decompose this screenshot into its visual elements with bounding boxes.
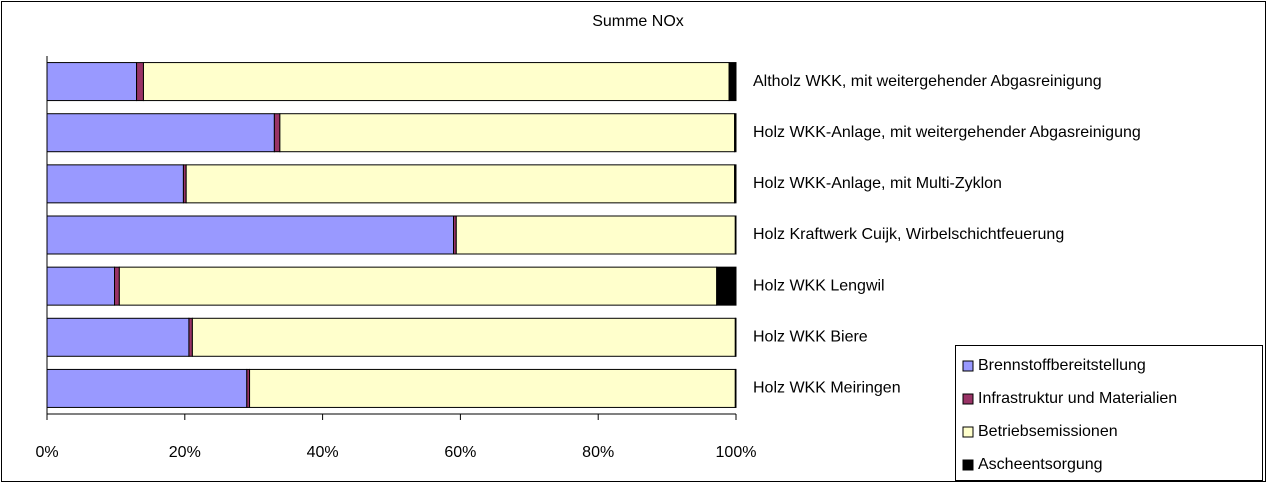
bar-segment	[734, 215, 737, 255]
x-tick-label: 40%	[307, 444, 339, 461]
legend-swatch	[962, 459, 974, 471]
bar-segment	[734, 368, 737, 408]
bar-segment	[46, 164, 184, 204]
bar-segment	[279, 113, 736, 153]
bar-segment	[273, 113, 281, 153]
legend-label: Infrastruktur und Materialien	[978, 390, 1177, 407]
bar-segment	[728, 62, 737, 102]
bar-segment	[455, 215, 736, 255]
category-label: Holz Kraftwerk Cuijk, Wirbelschichtfeuer…	[753, 226, 1064, 243]
category-label: Holz WKK Biere	[753, 329, 868, 346]
bar-segment	[734, 317, 737, 357]
legend-swatch	[962, 360, 974, 372]
legend-swatch	[962, 393, 974, 405]
bar-segment	[188, 317, 193, 357]
category-label: Holz WKK Lengwil	[753, 277, 885, 294]
x-tick-label: 0%	[35, 444, 58, 461]
bar-segment	[185, 164, 736, 204]
category-label: Holz WKK-Anlage, mit weitergehender Abga…	[753, 124, 1141, 141]
bar-segment	[136, 62, 144, 102]
bar-segment	[46, 368, 248, 408]
x-tick-label: 80%	[582, 444, 614, 461]
category-label: Holz WKK-Anlage, mit Multi-Zyklon	[753, 175, 1002, 192]
category-label: Altholz WKK, mit weitergehender Abgasrei…	[753, 73, 1102, 90]
bar-segment	[734, 113, 737, 153]
bar-segment	[46, 62, 138, 102]
legend-swatch	[962, 426, 974, 438]
bar-segment	[716, 266, 737, 306]
bar-segment	[191, 317, 736, 357]
legend-label: Brennstoffbereitstellung	[978, 357, 1146, 374]
x-tick-label: 20%	[169, 444, 201, 461]
bar-segment	[249, 368, 736, 408]
legend-label: Betriebsemissionen	[978, 423, 1118, 440]
x-tick-label: 100%	[716, 444, 757, 461]
bar-segment	[142, 62, 730, 102]
legend-box	[955, 345, 1263, 481]
legend-label: Ascheentsorgung	[978, 456, 1103, 473]
bar-segment	[46, 113, 275, 153]
bar-segment	[46, 317, 190, 357]
bar-segment	[114, 266, 120, 306]
chart-title: Summe NOx	[592, 13, 684, 30]
x-tick-label: 60%	[444, 444, 476, 461]
bar-segment	[734, 164, 737, 204]
category-label: Holz WKK Meiringen	[753, 380, 901, 397]
bar-segment	[46, 215, 455, 255]
bar-segment	[118, 266, 718, 306]
bar-segment	[46, 266, 116, 306]
